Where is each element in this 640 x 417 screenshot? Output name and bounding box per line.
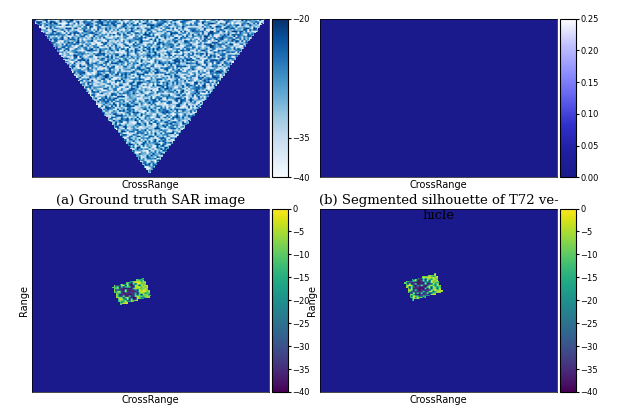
Y-axis label: Range: Range [307,285,317,316]
X-axis label: CrossRange: CrossRange [410,395,467,405]
Text: (a) Ground truth SAR image: (a) Ground truth SAR image [56,194,245,207]
X-axis label: CrossRange: CrossRange [122,180,179,190]
X-axis label: CrossRange: CrossRange [122,395,179,405]
Text: (b) Segmented silhouette of T72 ve-
hicle: (b) Segmented silhouette of T72 ve- hicl… [319,194,558,222]
Y-axis label: Range: Range [19,285,29,316]
X-axis label: CrossRange: CrossRange [410,180,467,190]
